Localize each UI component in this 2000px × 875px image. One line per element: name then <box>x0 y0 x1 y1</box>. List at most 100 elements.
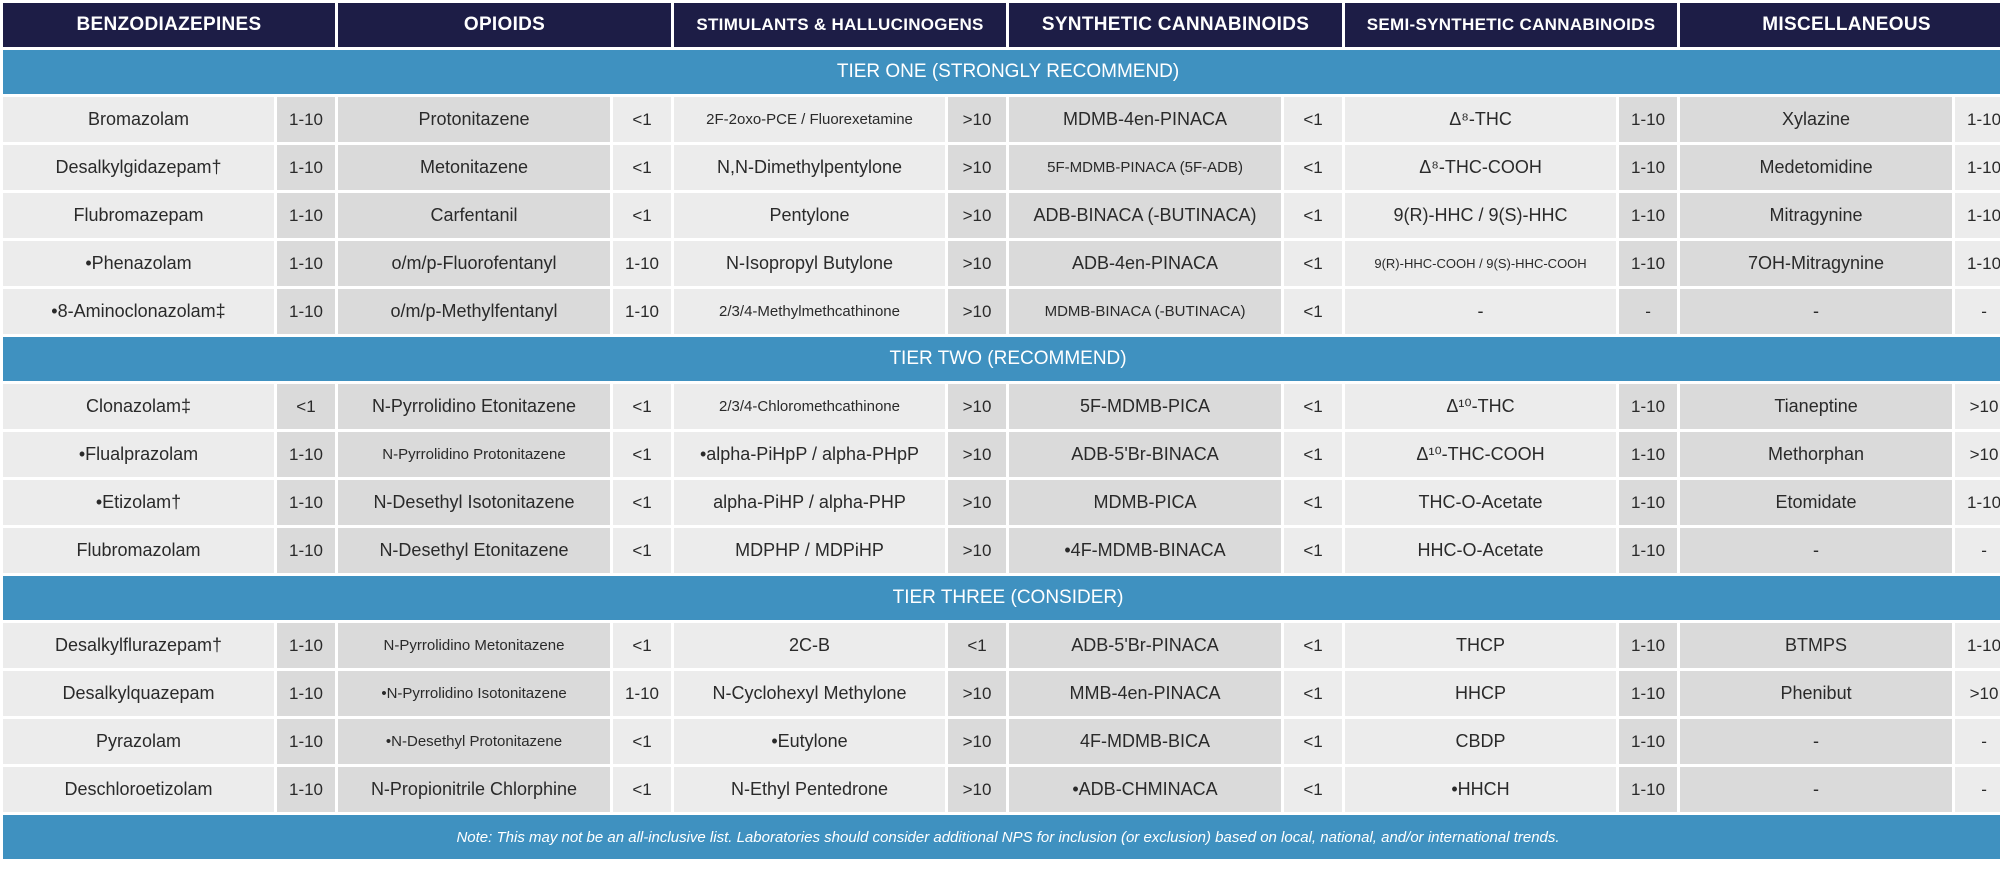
compound-name: Medetomidine <box>1680 145 1953 190</box>
compound-name: Etomidate <box>1680 480 1953 525</box>
compound-name: 2/3/4-Chloromethcathinone <box>674 384 946 429</box>
compound-name: 5F-MDMB-PINACA (5F-ADB) <box>1009 145 1282 190</box>
compound-name: •N-Pyrrolidino Isotonitazene <box>338 671 610 716</box>
concentration-value: 1-10 <box>277 767 335 812</box>
concentration-value: 1-10 <box>1955 193 2000 238</box>
compound-name: Tianeptine <box>1680 384 1953 429</box>
table-row: Clonazolam‡ <1 N-Pyrrolidino Etonitazene <1… <box>3 384 2000 429</box>
concentration-value: >10 <box>948 432 1007 477</box>
compound-name: Phenibut <box>1680 671 1953 716</box>
table-row: Bromazolam 1-10 Protonitazene <1 2F-2oxo-PCE… <box>3 97 2000 142</box>
compound-name: N-Propionitrile Chlorphine <box>338 767 610 812</box>
concentration-value: <1 <box>1284 480 1343 525</box>
concentration-value: <1 <box>1284 719 1343 764</box>
concentration-value: - <box>1955 767 2000 812</box>
compound-name: •alpha-PiHpP / alpha-PHpP <box>674 432 946 477</box>
compound-name: 2C-B <box>674 623 946 668</box>
table-row: Desalkylquazepam 1-10 •N-Pyrrolidino Isoto… <box>3 671 2000 716</box>
concentration-value: 1-10 <box>277 528 335 573</box>
compound-name: MDMB-BINACA (-BUTINACA) <box>1009 289 1282 334</box>
concentration-value: <1 <box>613 767 672 812</box>
concentration-value: 1-10 <box>277 289 335 334</box>
concentration-value: <1 <box>613 623 672 668</box>
concentration-value: 1-10 <box>277 97 335 142</box>
concentration-value: <1 <box>1284 528 1343 573</box>
tier-row: TIER ONE (STRONGLY RECOMMEND) <box>3 50 2000 94</box>
table-row: •8-Aminoclonazolam‡ 1-10 o/m/p-Methylfenta… <box>3 289 2000 334</box>
compound-name: 4F-MDMB-BICA <box>1009 719 1282 764</box>
compound-name: Deschloroetizolam <box>3 767 274 812</box>
compound-name: N-Ethyl Pentedrone <box>674 767 946 812</box>
concentration-value: 1-10 <box>1955 241 2000 286</box>
tier-label: TIER THREE (CONSIDER) <box>3 576 2000 620</box>
table-body: TIER ONE (STRONGLY RECOMMEND) Bromazolam 1… <box>3 50 2000 812</box>
compound-name: Desalkylflurazepam† <box>3 623 274 668</box>
compound-name: 9(R)-HHC-COOH / 9(S)-HHC-COOH <box>1345 241 1617 286</box>
note-row: Note: This may not be an all-inclusive l… <box>3 815 2000 859</box>
header-benzodiazepines: BENZODIAZEPINES <box>3 3 335 47</box>
compound-name: N-Pyrrolidino Etonitazene <box>338 384 610 429</box>
compound-name: •Etizolam† <box>3 480 274 525</box>
compound-name: Δ¹⁰-THC-COOH <box>1345 432 1617 477</box>
compound-name: 9(R)-HHC / 9(S)-HHC <box>1345 193 1617 238</box>
concentration-value: 1-10 <box>1619 623 1678 668</box>
compound-name: N-Pyrrolidino Protonitazene <box>338 432 610 477</box>
concentration-value: 1-10 <box>1619 193 1678 238</box>
concentration-value: 1-10 <box>1619 241 1678 286</box>
concentration-value: <1 <box>613 193 672 238</box>
concentration-value: >10 <box>948 241 1007 286</box>
table-row: Deschloroetizolam 1-10 N-Propionitrile Chl… <box>3 767 2000 812</box>
header-row: BENZODIAZEPINES OPIOIDS STIMULANTS & HAL… <box>3 3 2000 47</box>
concentration-value: 1-10 <box>277 145 335 190</box>
compound-name: 7OH-Mitragynine <box>1680 241 1953 286</box>
compound-name: N-Isopropyl Butylone <box>674 241 946 286</box>
compound-name: •Phenazolam <box>3 241 274 286</box>
concentration-value: 1-10 <box>277 480 335 525</box>
compound-name: MMB-4en-PINACA <box>1009 671 1282 716</box>
concentration-value: 1-10 <box>277 719 335 764</box>
concentration-value: <1 <box>1284 623 1343 668</box>
compound-name: MDMB-PICA <box>1009 480 1282 525</box>
concentration-value: <1 <box>613 528 672 573</box>
concentration-value: - <box>1955 719 2000 764</box>
concentration-value: >10 <box>948 193 1007 238</box>
concentration-value: >10 <box>1955 671 2000 716</box>
concentration-value: 1-10 <box>613 289 672 334</box>
concentration-value: - <box>1619 289 1678 334</box>
concentration-value: <1 <box>1284 767 1343 812</box>
concentration-value: - <box>1955 528 2000 573</box>
concentration-value: <1 <box>1284 97 1343 142</box>
concentration-value: 1-10 <box>1619 528 1678 573</box>
compound-name: MDMB-4en-PINACA <box>1009 97 1282 142</box>
concentration-value: <1 <box>1284 671 1343 716</box>
concentration-value: >10 <box>948 289 1007 334</box>
compound-name: Desalkylquazepam <box>3 671 274 716</box>
compound-name: •8-Aminoclonazolam‡ <box>3 289 274 334</box>
footnote: Note: This may not be an all-inclusive l… <box>3 815 2000 859</box>
concentration-value: 1-10 <box>1955 97 2000 142</box>
compound-name: •Flualprazolam <box>3 432 274 477</box>
table-row: Desalkylflurazepam† 1-10 N-Pyrrolidino Met… <box>3 623 2000 668</box>
compound-name: Δ¹⁰-THC <box>1345 384 1617 429</box>
compound-name: •ADB-CHMINACA <box>1009 767 1282 812</box>
compound-name: HHC-O-Acetate <box>1345 528 1617 573</box>
compound-name: THC-O-Acetate <box>1345 480 1617 525</box>
concentration-value: >10 <box>948 528 1007 573</box>
compound-name: Δ⁸-THC <box>1345 97 1617 142</box>
compound-name: N-Cyclohexyl Methylone <box>674 671 946 716</box>
compound-name: 2/3/4-Methylmethcathinone <box>674 289 946 334</box>
compound-name: CBDP <box>1345 719 1617 764</box>
concentration-value: >10 <box>948 145 1007 190</box>
concentration-value: 1-10 <box>1619 384 1678 429</box>
concentration-value: >10 <box>948 767 1007 812</box>
compound-name: N-Pyrrolidino Metonitazene <box>338 623 610 668</box>
compound-name: N,N-Dimethylpentylone <box>674 145 946 190</box>
compound-name: Mitragynine <box>1680 193 1953 238</box>
concentration-value: >10 <box>948 384 1007 429</box>
concentration-value: 1-10 <box>1955 480 2000 525</box>
concentration-value: 1-10 <box>1619 719 1678 764</box>
concentration-value: 1-10 <box>1619 432 1678 477</box>
compound-name: Desalkylgidazepam† <box>3 145 274 190</box>
compound-name: - <box>1680 528 1953 573</box>
table-row: Flubromazolam 1-10 N-Desethyl Etonitazene <… <box>3 528 2000 573</box>
